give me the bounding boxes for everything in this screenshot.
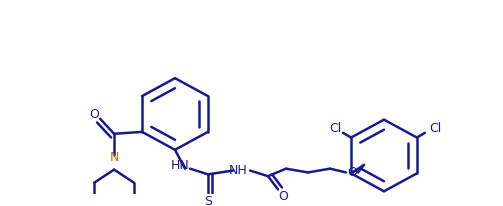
Text: O: O	[347, 165, 357, 178]
Text: Cl: Cl	[429, 121, 441, 134]
Text: O: O	[89, 108, 99, 121]
Text: O: O	[278, 189, 288, 202]
Text: HN: HN	[171, 159, 189, 172]
Text: Cl: Cl	[329, 121, 341, 134]
Text: NH: NH	[229, 163, 247, 176]
Text: S: S	[204, 194, 212, 206]
Text: N: N	[110, 150, 119, 163]
